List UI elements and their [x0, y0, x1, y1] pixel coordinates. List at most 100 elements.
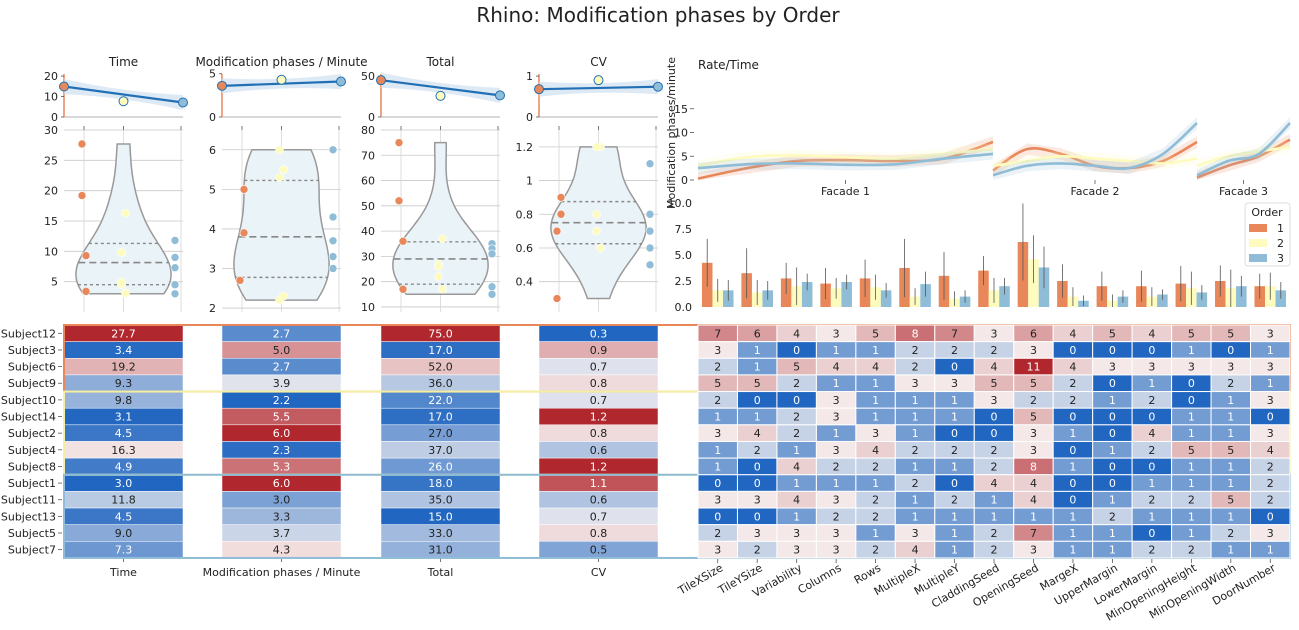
- param-cell-label-7-1: 2: [754, 444, 761, 457]
- param-cell-label-7-9: 0: [1069, 444, 1076, 457]
- param-cell-label-6-3: 1: [833, 427, 840, 440]
- violin-tick-1-1: 3: [209, 262, 216, 275]
- param-cell-label-3-14: 1: [1267, 377, 1274, 390]
- param-cell-label-10-8: 4: [1030, 494, 1037, 507]
- param-cell-label-12-1: 3: [754, 527, 761, 540]
- param-cell-label-8-8: 8: [1030, 460, 1037, 473]
- violin-point-3-8: [592, 142, 601, 152]
- rate-title: Rate/Time: [698, 58, 759, 72]
- violin-point-1-2: [235, 276, 245, 285]
- param-cell-label-2-1: 1: [754, 361, 761, 374]
- violin-point-0-3: [81, 251, 91, 260]
- metric-cell-label-2-11: 15.0: [428, 510, 453, 523]
- trend-tick-3-0: 0: [526, 111, 533, 124]
- subject-label-10: Subject11: [1, 494, 56, 507]
- legend-swatch-1: [1249, 239, 1267, 247]
- param-cell-label-1-13: 0: [1227, 344, 1234, 357]
- param-cell-label-11-0: 0: [714, 510, 721, 523]
- violin-panels: 5 10 15 20 25 30 2 3 4 5 6 10 20 30 40 50 60 70 80 0.4 0.6 0.…: [44, 124, 658, 315]
- param-cell-label-13-10: 1: [1109, 544, 1116, 557]
- violin-tick-1-3: 5: [209, 183, 216, 196]
- violin-tick-0-1: 10: [44, 245, 58, 258]
- param-xlabel-3: Columns: [796, 561, 844, 596]
- param-cell-label-1-7: 2: [991, 344, 998, 357]
- param-cell-label-12-8: 7: [1030, 527, 1037, 540]
- metric-cell-label-0-6: 4.5: [115, 427, 133, 440]
- trend-tick-2-1: 50: [361, 70, 375, 83]
- trend-line-2: [380, 79, 501, 97]
- rate-line-2-2: [1196, 122, 1291, 177]
- param-cell-label-12-2: 3: [793, 527, 800, 540]
- violin-point-3-11: [645, 226, 655, 236]
- param-cell-label-11-9: 1: [1069, 510, 1076, 523]
- violin-point-1-8: [275, 173, 284, 182]
- bar-1-8: [1028, 259, 1039, 307]
- metric-cell-label-3-7: 0.6: [590, 444, 608, 457]
- violin-point-2-5: [438, 284, 447, 294]
- param-cell-label-10-10: 1: [1109, 494, 1116, 507]
- subject-label-0: Subject12: [1, 327, 56, 340]
- violin-tick-3-2: 0.8: [516, 208, 534, 221]
- param-cell-label-1-8: 3: [1030, 344, 1037, 357]
- metric-cell-label-1-1: 5.0: [273, 344, 291, 357]
- metric-cell-label-2-3: 36.0: [428, 377, 453, 390]
- metric-xlabel-2: Total: [427, 566, 454, 579]
- metric-cell-label-2-1: 17.0: [428, 344, 453, 357]
- param-cell-label-9-7: 4: [991, 477, 998, 490]
- metric-cell-label-3-4: 0.7: [590, 394, 608, 407]
- param-cell-label-6-6: 0: [951, 427, 958, 440]
- param-cell-label-13-5: 4: [912, 544, 919, 557]
- param-cell-label-1-11: 0: [1148, 344, 1155, 357]
- param-cell-label-9-8: 4: [1030, 477, 1037, 490]
- violin-body-0: [75, 143, 172, 295]
- param-cell-label-5-13: 1: [1227, 411, 1234, 424]
- violin-tick-2-1: 20: [361, 276, 375, 289]
- param-cell-label-6-14: 3: [1267, 427, 1274, 440]
- param-cell-label-0-8: 6: [1030, 327, 1037, 340]
- param-cell-label-5-9: 0: [1069, 411, 1076, 424]
- param-cell-label-2-2: 5: [793, 361, 800, 374]
- metric-cell-label-1-6: 6.0: [273, 427, 291, 440]
- violin-point-0-4: [117, 248, 126, 257]
- param-cell-label-13-3: 3: [833, 544, 840, 557]
- param-cell-label-1-2: 0: [793, 344, 800, 357]
- subject-label-5: Subject14: [1, 411, 56, 424]
- param-cell-label-12-9: 1: [1069, 527, 1076, 540]
- param-cell-label-4-6: 1: [951, 394, 958, 407]
- param-cell-label-6-11: 4: [1148, 427, 1155, 440]
- param-cell-label-11-14: 0: [1267, 510, 1274, 523]
- violin-point-1-12: [328, 236, 338, 246]
- param-cell-label-1-4: 1: [872, 344, 879, 357]
- trend-tick-0-2: 20: [44, 70, 58, 83]
- violin-body-2: [392, 141, 489, 296]
- violin-point-0-8: [117, 277, 126, 287]
- violin-point-1-9: [328, 145, 338, 155]
- param-cell-label-4-1: 0: [754, 394, 761, 407]
- metric-cell-label-2-12: 33.0: [428, 527, 453, 540]
- param-cell-label-0-10: 5: [1109, 327, 1116, 340]
- metric-cell-label-1-2: 2.7: [273, 361, 291, 374]
- param-cell-label-2-3: 4: [833, 361, 840, 374]
- bar-tick-3: 7.5: [675, 223, 693, 236]
- param-cell-label-11-2: 1: [793, 510, 800, 523]
- rate-band-1-1: [993, 150, 1197, 172]
- violin-point-2-13: [487, 249, 497, 259]
- param-cell-label-0-0: 7: [714, 327, 721, 340]
- param-cell-label-3-7: 5: [991, 377, 998, 390]
- rate-line-1-0: [697, 147, 994, 168]
- param-cell-label-2-10: 3: [1109, 361, 1116, 374]
- param-cell-label-9-14: 2: [1267, 477, 1274, 490]
- param-cell-label-7-10: 1: [1109, 444, 1116, 457]
- facade-label-2: Facade 3: [1219, 185, 1268, 198]
- param-cell-label-7-3: 3: [833, 444, 840, 457]
- param-cell-label-7-4: 4: [872, 444, 879, 457]
- rate-band-2-0: [698, 148, 993, 174]
- param-cell-label-0-3: 3: [833, 327, 840, 340]
- violin-tick-1-2: 4: [209, 223, 216, 236]
- param-cell-label-2-14: 3: [1267, 361, 1274, 374]
- legend-box: [1244, 202, 1291, 267]
- violin-point-2-2: [394, 196, 404, 206]
- metric-cell-label-0-12: 9.0: [115, 527, 133, 540]
- param-cell-label-5-6: 1: [951, 411, 958, 424]
